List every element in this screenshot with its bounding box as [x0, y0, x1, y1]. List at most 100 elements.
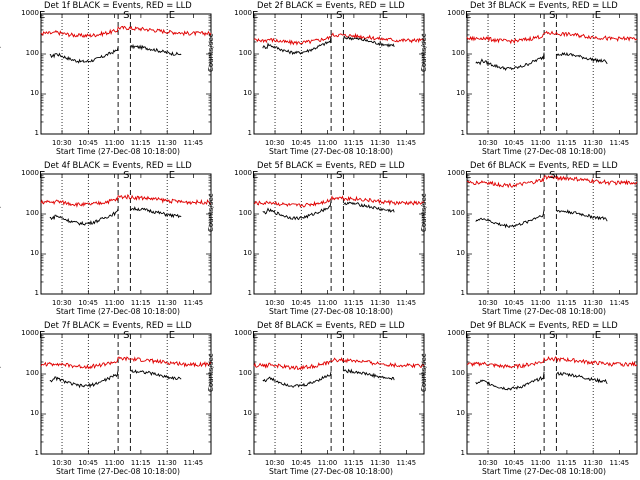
y-tick-label: 10 [30, 409, 39, 417]
detector-panel-9: Det 9f BLACK = Events, RED = LLD Counts/s… [420, 320, 639, 480]
marker-letter-e: E [465, 330, 472, 341]
marker-letter-s: S [549, 330, 556, 341]
events-series-line [262, 200, 395, 221]
x-tick-label: 10:45 [291, 299, 311, 307]
x-tick-label: 11:00 [104, 139, 125, 147]
x-tick-label: 10:45 [78, 139, 98, 147]
x-axis-label: Start Time (27-Dec-08 10:18:00) [482, 307, 606, 316]
x-tick-label: 11:30 [370, 139, 390, 147]
lld-series-line [253, 195, 425, 208]
plot-frame [466, 13, 638, 135]
y-axis-label: Counts/sec [207, 353, 215, 392]
x-tick-label: 11:45 [183, 299, 204, 307]
panel-title: Det 9f BLACK = Events, RED = LLD [470, 320, 618, 330]
y-tick-label: 10 [243, 249, 252, 257]
x-tick-label: 10:30 [478, 299, 498, 307]
y-tick-label: 1000 [21, 9, 39, 17]
marker-letter-s: S [336, 330, 343, 341]
panel-title: Det 8f BLACK = Events, RED = LLD [257, 320, 405, 330]
events-series-line [49, 369, 182, 389]
x-axis-label: Start Time (27-Dec-08 10:18:00) [482, 467, 606, 476]
y-tick-label: 1 [34, 449, 39, 457]
y-axis-label: Counts/sec [420, 353, 428, 392]
y-axis-label: Counts/sec [207, 193, 215, 232]
plot-frame [466, 173, 638, 295]
x-tick-label: 11:45 [183, 139, 204, 147]
plot-frame [253, 173, 425, 295]
x-tick-label: 11:30 [157, 299, 177, 307]
panel-title: Det 7f BLACK = Events, RED = LLD [44, 320, 192, 330]
y-tick-label: 100 [451, 49, 465, 57]
x-tick-label: 10:30 [265, 459, 285, 467]
marker-letter-s: S [123, 330, 130, 341]
y-tick-label: 10 [243, 89, 252, 97]
lld-series-line [40, 194, 212, 208]
x-tick-label: 10:45 [78, 299, 98, 307]
panel-title: Det 5f BLACK = Events, RED = LLD [257, 160, 405, 170]
plot-svg [466, 333, 638, 455]
detector-panel-3: Det 3f BLACK = Events, RED = LLD Counts/s… [420, 0, 639, 160]
marker-letter-s: S [123, 170, 130, 181]
x-tick-label: 11:45 [396, 139, 417, 147]
x-tick-label: 11:15 [556, 459, 577, 467]
y-tick-label: 1 [247, 289, 252, 297]
lld-series-line [466, 175, 638, 189]
marker-letter-e: E [465, 10, 472, 21]
y-axis-label: Counts/sec [207, 33, 215, 72]
x-tick-label: 11:30 [157, 459, 177, 467]
lld-series-line [466, 30, 638, 45]
y-tick-label: 10 [30, 89, 39, 97]
x-tick-label: 11:15 [130, 459, 151, 467]
x-tick-label: 11:00 [104, 459, 125, 467]
marker-letter-e: E [168, 330, 176, 341]
y-tick-label: 1 [34, 289, 39, 297]
events-series-line [475, 51, 608, 71]
x-tick-label: 11:45 [609, 139, 630, 147]
x-tick-label: 10:45 [504, 299, 524, 307]
events-series-line [262, 35, 395, 56]
y-tick-label: 10 [456, 409, 465, 417]
plot-svg [466, 13, 638, 135]
y-tick-label: 100 [25, 209, 39, 217]
x-tick-label: 10:45 [504, 139, 524, 147]
marker-letter-e: E [252, 330, 259, 341]
plot-frame [466, 333, 638, 455]
plot-svg [40, 13, 212, 135]
panel-title: Det 6f BLACK = Events, RED = LLD [470, 160, 618, 170]
detector-panel-4: Det 4f BLACK = Events, RED = LLD Counts/s… [0, 160, 213, 320]
x-tick-label: 11:30 [370, 459, 390, 467]
x-axis-label: Start Time (27-Dec-08 10:18:00) [269, 307, 393, 316]
panel-title: Det 2f BLACK = Events, RED = LLD [257, 0, 405, 10]
detector-panel-1: Det 1f BLACK = Events, RED = LLD Counts/s… [0, 0, 213, 160]
y-tick-label: 100 [451, 369, 465, 377]
panel-title: Det 3f BLACK = Events, RED = LLD [470, 0, 618, 10]
marker-letter-e: E [381, 330, 389, 341]
plot-frame [253, 333, 425, 455]
y-tick-label: 100 [238, 369, 252, 377]
x-tick-label: 11:00 [317, 459, 338, 467]
x-tick-label: 11:00 [530, 459, 551, 467]
x-axis-label: Start Time (27-Dec-08 10:18:00) [269, 467, 393, 476]
x-tick-label: 11:15 [130, 299, 151, 307]
marker-letter-e: E [594, 10, 602, 21]
marker-letter-e: E [39, 170, 46, 181]
x-tick-label: 11:30 [370, 299, 390, 307]
x-tick-label: 10:45 [291, 139, 311, 147]
marker-letter-e: E [39, 330, 46, 341]
x-tick-label: 11:30 [583, 299, 603, 307]
events-series-line [475, 371, 608, 391]
y-tick-label: 1000 [234, 9, 252, 17]
y-tick-label: 100 [238, 49, 252, 57]
y-tick-label: 1 [247, 449, 252, 457]
x-tick-label: 11:00 [104, 299, 125, 307]
marker-letter-s: S [549, 170, 556, 181]
x-tick-label: 11:00 [317, 139, 338, 147]
x-tick-label: 11:15 [130, 139, 151, 147]
x-tick-label: 11:15 [343, 459, 364, 467]
marker-letter-e: E [168, 10, 176, 21]
y-axis-label: Counts/sec [0, 33, 2, 72]
x-tick-label: 11:00 [530, 139, 551, 147]
y-tick-label: 1000 [21, 169, 39, 177]
y-tick-label: 100 [25, 49, 39, 57]
